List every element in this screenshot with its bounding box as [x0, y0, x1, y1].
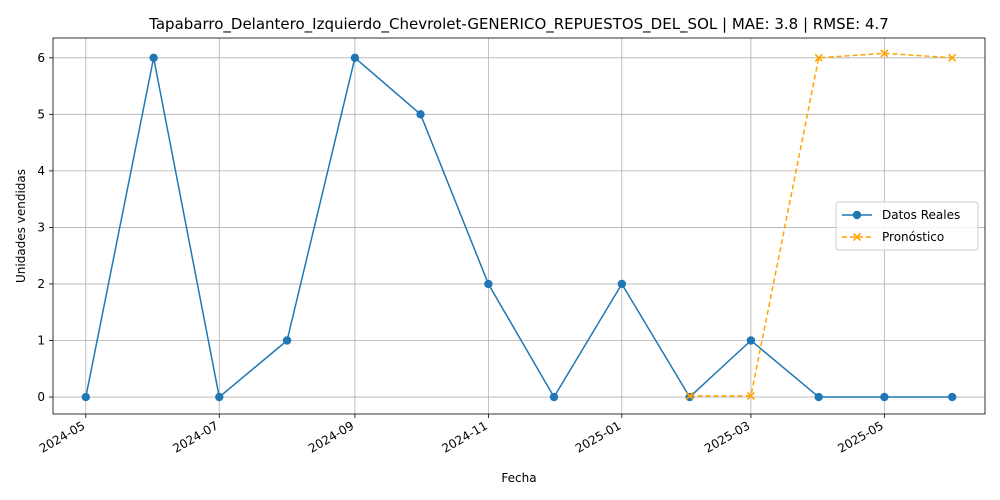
x-tick-label: 2024-07	[170, 418, 220, 455]
x-axis-ticks: 2024-05 2024-07 2024-09 2024-11 2025-01 2025-…	[37, 414, 886, 456]
point-pronostico	[948, 53, 957, 62]
series-line-datos-reales	[85, 57, 953, 398]
series-layer	[81, 49, 957, 402]
legend-label-datos-reales: Datos Reales	[882, 208, 960, 222]
point-datos-reales	[282, 336, 292, 345]
point-datos-reales	[814, 392, 823, 402]
y-tick-label: 6	[37, 51, 45, 65]
y-tick-label: 5	[37, 107, 45, 121]
x-tick-label: 2024-09	[306, 418, 356, 455]
point-pronostico	[880, 49, 889, 58]
legend-marker-pronostico	[852, 232, 862, 242]
point-datos-reales	[617, 279, 627, 289]
point-datos-reales	[484, 279, 493, 289]
legend-box	[835, 201, 979, 251]
series-line-pronostico	[689, 52, 953, 397]
y-axis-label: Unidades vendidas	[14, 169, 28, 283]
y-tick-label: 4	[37, 164, 45, 178]
point-datos-reales	[549, 392, 559, 402]
legend: Datos Reales Pronóstico	[835, 201, 979, 251]
point-datos-reales	[746, 336, 756, 345]
y-tick-label: 0	[37, 390, 45, 404]
point-datos-reales	[416, 110, 425, 119]
y-tick-label: 3	[37, 220, 45, 234]
point-datos-reales	[947, 392, 957, 402]
point-pronostico	[685, 391, 694, 400]
legend-marker-datos-reales	[852, 210, 862, 220]
plot-frame	[52, 37, 986, 415]
point-datos-reales	[350, 53, 360, 62]
point-pronostico	[746, 391, 755, 400]
x-tick-label: 2025-03	[702, 418, 752, 455]
y-tick-label: 2	[37, 277, 45, 291]
y-tick-label: 1	[37, 333, 45, 347]
chart-title: Tapabarro_Delantero_Izquierdo_Chevrolet-…	[148, 15, 889, 34]
x-tick-label: 2024-11	[439, 418, 489, 455]
point-pronostico	[814, 53, 823, 62]
point-datos-reales	[81, 392, 91, 402]
x-tick-label: 2025-01	[573, 418, 623, 455]
point-datos-reales	[880, 392, 889, 402]
x-tick-label: 2025-05	[835, 418, 885, 455]
point-datos-reales	[215, 392, 224, 402]
legend-label-pronostico: Pronóstico	[882, 230, 944, 244]
x-tick-label: 2024-05	[37, 418, 87, 455]
point-datos-reales	[149, 53, 158, 62]
x-axis-label: Fecha	[501, 471, 536, 485]
y-axis-ticks: 0 1 2 3 4 5 6	[37, 51, 53, 404]
